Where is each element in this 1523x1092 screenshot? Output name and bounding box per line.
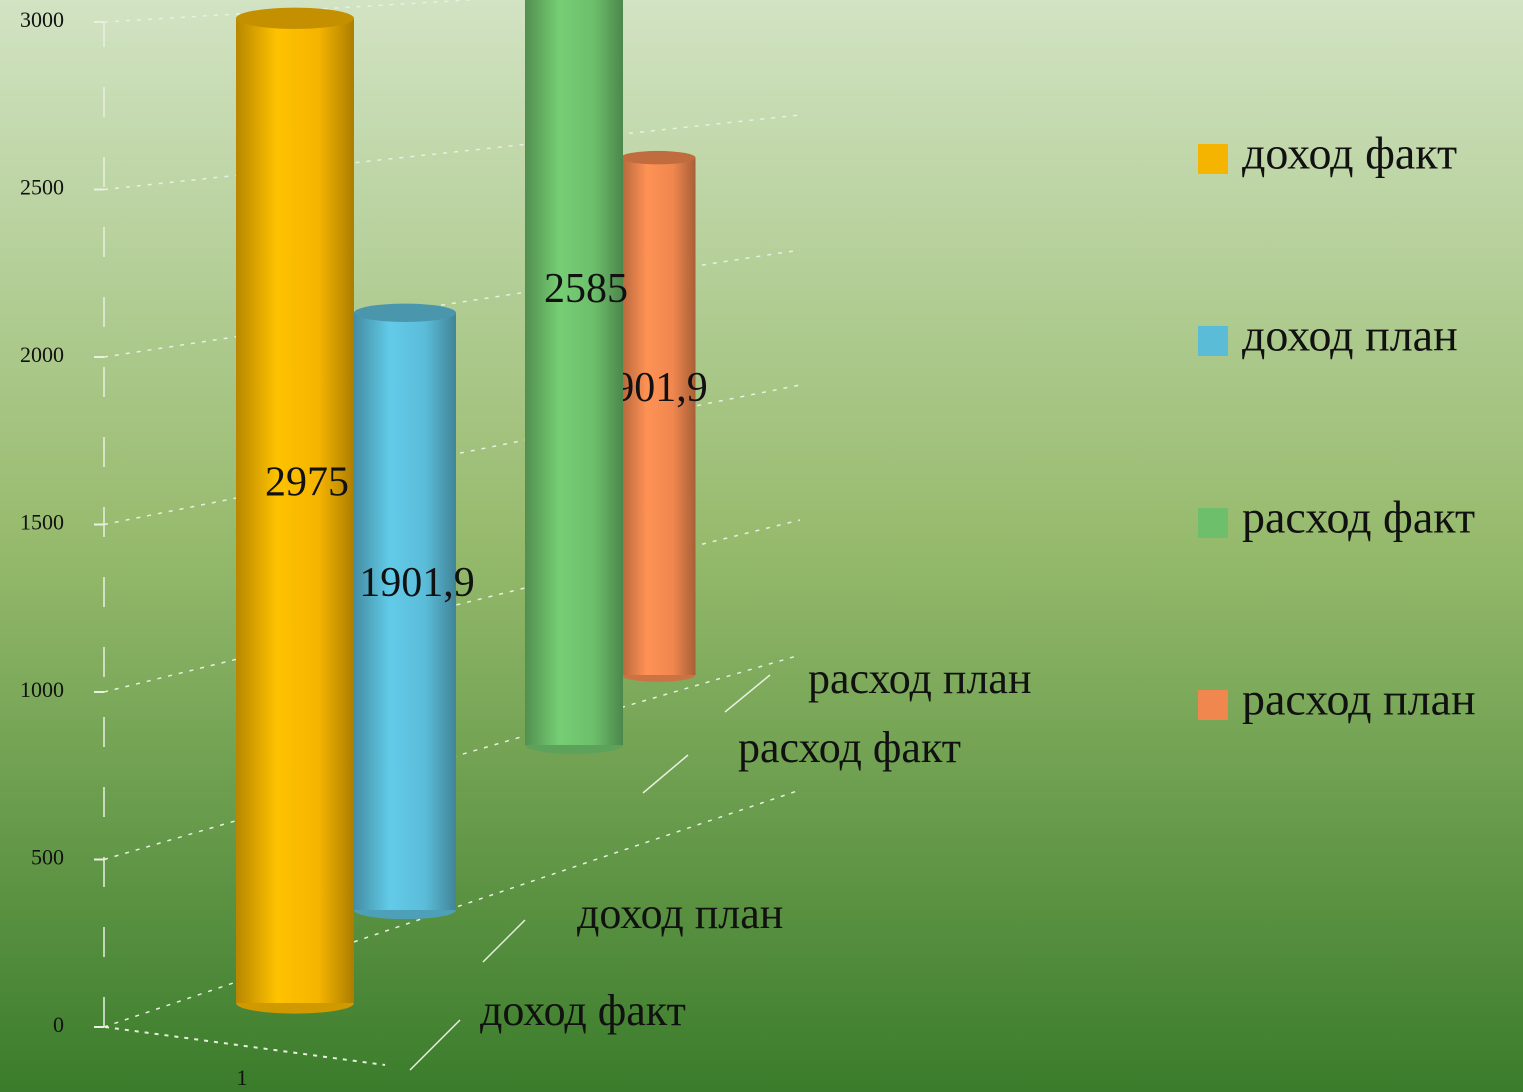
depth-label: доход факт <box>480 986 686 1035</box>
y-tick-label: 500 <box>31 845 64 870</box>
bar <box>525 0 623 745</box>
depth-tick <box>409 1019 461 1071</box>
value-label: 2585 <box>544 266 628 312</box>
value-label: 1901,9 <box>359 560 475 606</box>
y-tick-label: 3000 <box>20 7 64 32</box>
legend-swatch <box>1198 508 1228 538</box>
depth-label: доход план <box>577 889 783 938</box>
bar <box>236 18 354 1003</box>
legend-swatch <box>1198 144 1228 174</box>
depth-tick <box>642 754 689 794</box>
value-label: 2975 <box>265 459 349 505</box>
legend-swatch <box>1198 690 1228 720</box>
depth-label: расход план <box>808 654 1032 703</box>
x-tick-label: 1 <box>237 1065 248 1090</box>
y-tick-label: 1000 <box>20 677 64 702</box>
bar <box>354 312 456 910</box>
grid-line <box>103 114 801 191</box>
y-tick-label: 2500 <box>20 175 64 200</box>
grid-line <box>103 789 801 1028</box>
cylinder-top <box>354 303 456 322</box>
bar <box>620 157 696 675</box>
depth-tick <box>482 919 526 963</box>
y-tick-label: 0 <box>53 1012 64 1037</box>
cylinder-top <box>236 7 354 29</box>
y-tick-label: 1500 <box>20 510 64 535</box>
floor-edge <box>104 1026 386 1066</box>
legend-label: расход план <box>1242 674 1476 725</box>
depth-label: расход факт <box>738 723 961 772</box>
legend-swatch <box>1198 326 1228 356</box>
y-tick-label: 2000 <box>20 342 64 367</box>
cylinder-top <box>620 150 696 165</box>
depth-tick <box>724 674 771 713</box>
legend-label: расход факт <box>1242 492 1475 543</box>
legend-label: доход факт <box>1242 128 1457 179</box>
legend-label: доход план <box>1242 310 1458 361</box>
